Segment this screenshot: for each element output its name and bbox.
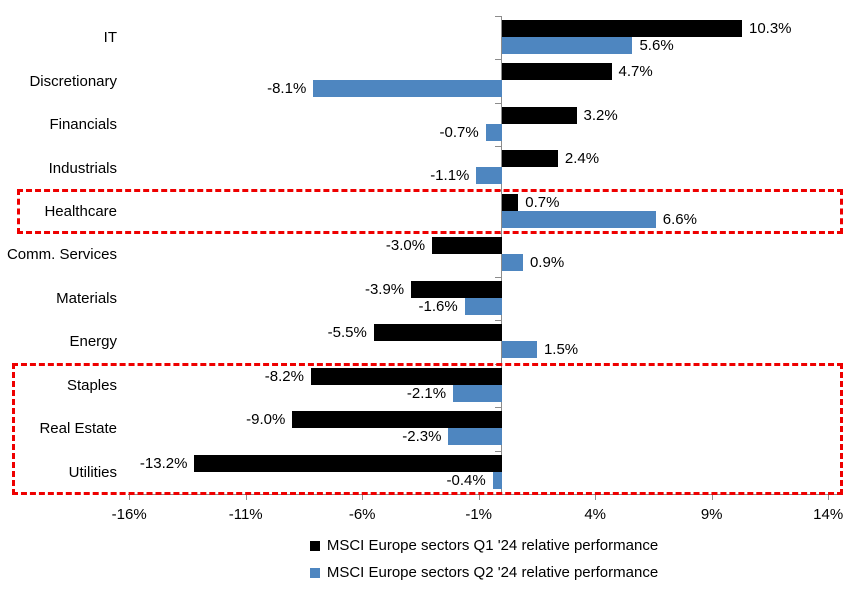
bar-q2 bbox=[502, 254, 523, 272]
bar-value-label: 2.4% bbox=[564, 150, 600, 168]
category-label: Comm. Services bbox=[6, 246, 117, 264]
bar-q1 bbox=[502, 193, 519, 211]
x-axis-tick bbox=[828, 494, 830, 500]
bar-q1 bbox=[502, 20, 742, 37]
bar-q2 bbox=[502, 341, 537, 359]
bar-q2 bbox=[464, 297, 502, 315]
category-label: Financials bbox=[49, 116, 117, 134]
bar-value-label: -5.5% bbox=[327, 324, 367, 342]
bar-q1 bbox=[502, 150, 558, 168]
bar-q2 bbox=[448, 428, 502, 446]
bar-value-label: -1.1% bbox=[430, 167, 470, 185]
y-axis-line bbox=[501, 16, 502, 494]
bar-value-label: -8.1% bbox=[267, 80, 307, 98]
x-axis-tick bbox=[129, 494, 131, 500]
x-axis-tick-label: 9% bbox=[700, 506, 723, 523]
bar-q1 bbox=[432, 237, 502, 255]
chart-legend: MSCI Europe sectors Q1 '24 relative perf… bbox=[129, 537, 839, 581]
q2-series-swatch-icon bbox=[309, 567, 320, 578]
legend-item-q2: MSCI Europe sectors Q2 '24 relative perf… bbox=[309, 564, 659, 581]
category-label: IT bbox=[103, 29, 117, 47]
bar-q2 bbox=[502, 37, 633, 54]
bar-value-label: -3.9% bbox=[364, 280, 405, 298]
x-axis-tick bbox=[245, 494, 247, 500]
bar-value-label: 6.6% bbox=[662, 210, 697, 228]
bar-value-label: -8.2% bbox=[264, 367, 304, 385]
category-label: Healthcare bbox=[44, 203, 117, 221]
y-axis-tick bbox=[495, 450, 501, 452]
x-axis-tick-label: 4% bbox=[584, 506, 607, 523]
bar-value-label: -2.3% bbox=[402, 428, 442, 446]
legend-item-q1: MSCI Europe sectors Q1 '24 relative perf… bbox=[309, 537, 659, 554]
x-axis-tick-label: -1% bbox=[465, 506, 493, 523]
bar-value-label: 10.3% bbox=[748, 20, 792, 37]
bar-value-label: -9.0% bbox=[246, 411, 286, 429]
x-axis-tick bbox=[711, 494, 713, 500]
bar-value-label: -1.6% bbox=[418, 297, 458, 315]
bar-q1 bbox=[310, 367, 502, 385]
x-axis-tick-label: 14% bbox=[813, 506, 844, 523]
x-axis-tick-label: -6% bbox=[348, 506, 376, 523]
bar-q2 bbox=[453, 384, 502, 402]
bar-value-label: -0.4% bbox=[446, 471, 486, 489]
y-axis-tick bbox=[495, 59, 501, 61]
highlight-box bbox=[12, 362, 843, 495]
bar-q1 bbox=[292, 411, 502, 429]
legend-label-q2: MSCI Europe sectors Q2 '24 relative perf… bbox=[326, 564, 659, 581]
bar-value-label: 5.6% bbox=[639, 37, 674, 54]
q1-series-swatch-icon bbox=[309, 540, 320, 551]
category-label: Industrials bbox=[48, 159, 117, 177]
bar-value-label: 3.2% bbox=[583, 106, 618, 124]
bar-q1 bbox=[502, 63, 612, 81]
category-label: Staples bbox=[66, 376, 117, 394]
bar-value-label: 0.9% bbox=[529, 254, 565, 272]
bar-q2 bbox=[313, 80, 502, 98]
bar-value-label: 0.7% bbox=[525, 193, 560, 211]
bar-value-label: -3.0% bbox=[385, 237, 426, 255]
bar-value-label: -2.1% bbox=[406, 384, 447, 402]
y-axis-tick bbox=[495, 102, 501, 104]
x-axis-tick-label: -16% bbox=[111, 506, 147, 523]
category-label: Real Estate bbox=[39, 420, 117, 438]
bar-q2 bbox=[485, 123, 502, 141]
bar-value-label: -0.7% bbox=[439, 123, 479, 141]
x-axis-tick bbox=[595, 494, 597, 500]
highlight-box bbox=[17, 188, 843, 235]
bar-q1 bbox=[194, 454, 502, 472]
y-axis-tick bbox=[495, 320, 501, 322]
category-label: Materials bbox=[56, 289, 117, 307]
bar-q1 bbox=[373, 324, 502, 342]
category-label: Discretionary bbox=[29, 72, 117, 90]
x-axis-tick bbox=[478, 494, 480, 500]
y-axis-tick bbox=[495, 146, 501, 148]
bar-value-label: -13.2% bbox=[139, 454, 188, 472]
bar-value-label: 4.7% bbox=[618, 63, 653, 81]
bar-q2 bbox=[502, 210, 656, 228]
category-label: Energy bbox=[69, 333, 117, 351]
x-axis-tick-label: -11% bbox=[228, 506, 263, 523]
y-axis-tick bbox=[495, 407, 501, 409]
y-axis-tick bbox=[495, 276, 501, 278]
bar-q2 bbox=[476, 167, 502, 185]
x-axis-tick bbox=[362, 494, 364, 500]
category-label: Utilities bbox=[68, 463, 117, 481]
bar-q1 bbox=[502, 106, 577, 124]
y-axis-tick bbox=[495, 16, 501, 17]
bar-value-label: 1.5% bbox=[543, 341, 579, 359]
bar-q2 bbox=[492, 471, 502, 489]
bar-q1 bbox=[411, 280, 502, 298]
legend-label-q1: MSCI Europe sectors Q1 '24 relative perf… bbox=[326, 537, 659, 554]
